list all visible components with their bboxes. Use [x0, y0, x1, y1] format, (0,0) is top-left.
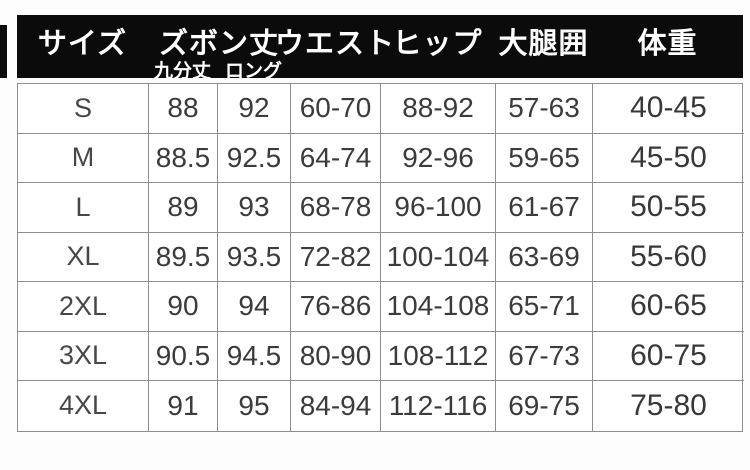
cell-waist: 76-86 — [291, 282, 381, 332]
cell-thigh: 63-69 — [496, 232, 593, 282]
cell-hip: 104-108 — [381, 282, 496, 332]
cell-nine-tenths-length: 91 — [149, 381, 218, 431]
cell-weight: 60-65 — [593, 282, 744, 332]
cell-waist: 84-94 — [291, 381, 381, 431]
cell-size: M — [18, 133, 149, 183]
cell-hip: 108-112 — [381, 331, 496, 381]
cell-thigh: 57-63 — [496, 84, 593, 134]
cell-long-length: 95 — [218, 381, 291, 431]
cell-nine-tenths-length: 89.5 — [149, 232, 218, 282]
cell-size: 3XL — [18, 331, 149, 381]
cell-weight: 55-60 — [593, 233, 744, 282]
size-chart-header: サイズ ズボン丈 ウエスト ヒップ 大腿囲 体重 九分丈 ロング — [17, 15, 743, 82]
cell-long-length: 92.5 — [218, 133, 291, 183]
cell-waist: 64-74 — [291, 133, 381, 183]
header-hip: ヒップ — [392, 27, 483, 60]
cell-weight: 75-80 — [630, 388, 707, 422]
header-thigh: 大腿囲 — [498, 27, 589, 60]
cell-long-length: 93.5 — [218, 232, 291, 282]
size-chart-table: S 88 92 60-70 88-92 57-63 40-45 M 88.5 9… — [17, 83, 744, 432]
cell-waist: 80-90 — [291, 331, 381, 381]
cell-size: XL — [18, 232, 149, 282]
cell-waist: 60-70 — [291, 84, 381, 134]
size-chart: サイズ ズボン丈 ウエスト ヒップ 大腿囲 体重 九分丈 ロング S 88 92… — [17, 15, 744, 432]
cell-size: L — [18, 183, 149, 233]
cell-hip: 112-116 — [381, 381, 496, 431]
cell-waist: 72-82 — [291, 232, 381, 282]
cell-nine-tenths-length: 88.5 — [149, 133, 218, 183]
cell-size: S — [18, 84, 149, 134]
cell-hip: 96-100 — [381, 183, 496, 233]
header-weight: 体重 — [637, 27, 698, 60]
cell-hip: 92-96 — [381, 133, 496, 183]
cell-nine-tenths-length: 88 — [149, 84, 218, 134]
cell-hip: 100-104 — [381, 232, 496, 282]
cell-long-length: 94.5 — [218, 331, 291, 381]
cell-size: 4XL — [18, 381, 149, 431]
header-pants-length: ズボン丈 — [158, 27, 279, 60]
header-nine-tenths-length: 九分丈 — [153, 61, 211, 82]
cell-thigh: 69-75 — [496, 381, 593, 431]
cell-size: 2XL — [18, 282, 149, 332]
cell-long-length: 93 — [218, 183, 291, 233]
cell-thigh: 67-73 — [496, 331, 593, 381]
header-waist: ウエスト — [275, 27, 396, 60]
cell-thigh: 65-71 — [496, 282, 593, 332]
cell-hip: 88-92 — [381, 84, 496, 134]
cell-weight: 40-45 — [593, 84, 744, 134]
left-edge-artifact — [0, 25, 7, 78]
cell-nine-tenths-length: 90.5 — [149, 331, 218, 381]
header-long-length: ロング — [224, 61, 282, 82]
cell-weight: 50-55 — [593, 183, 744, 233]
cell-long-length: 94 — [218, 282, 291, 332]
cell-thigh: 59-65 — [496, 133, 593, 183]
cell-weight: 45-50 — [593, 134, 744, 183]
cell-waist: 68-78 — [291, 183, 381, 233]
cell-nine-tenths-length: 89 — [149, 183, 218, 233]
header-size: サイズ — [37, 27, 128, 60]
cell-long-length: 92 — [218, 84, 291, 134]
cell-thigh: 61-67 — [496, 183, 593, 233]
cell-nine-tenths-length: 90 — [149, 282, 218, 332]
cell-weight: 60-75 — [593, 332, 744, 381]
